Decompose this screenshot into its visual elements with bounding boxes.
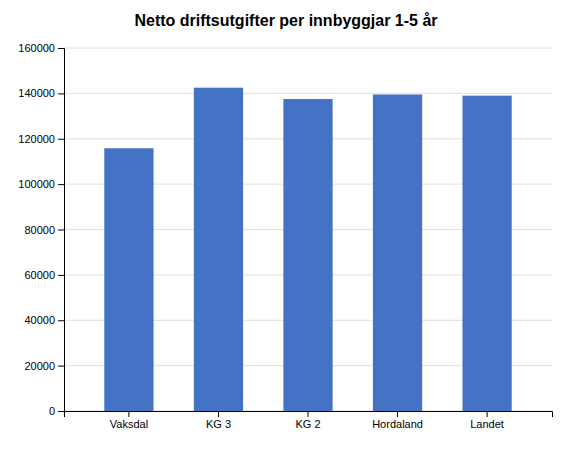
- grid-line: [64, 93, 552, 94]
- tick: 80000: [24, 224, 64, 236]
- tick: Vaksdal: [110, 411, 148, 430]
- tick-mark: [58, 48, 64, 49]
- tick-mark: [58, 275, 64, 276]
- tick-mark: [218, 411, 219, 417]
- tick: 140000: [18, 87, 64, 99]
- bar: [462, 96, 511, 411]
- tick-mark: [58, 230, 64, 231]
- tick-mark: [58, 184, 64, 185]
- tick-mark: [308, 411, 309, 417]
- tick-label: KG 2: [295, 418, 320, 430]
- tick-label: 160000: [18, 42, 55, 54]
- grid-line: [64, 48, 552, 49]
- grid: [64, 48, 552, 411]
- tick-label: 40000: [24, 314, 55, 326]
- tick: Hordaland: [372, 411, 423, 430]
- bar: [104, 148, 153, 411]
- tick-label: 0: [49, 405, 55, 417]
- tick-label: Landet: [470, 418, 504, 430]
- tick: 20000: [24, 360, 64, 372]
- tick-label: 80000: [24, 224, 55, 236]
- x-axis: Vaksdal KG 3 KG 2 Hordaland Landet: [65, 411, 553, 430]
- tick-mark: [58, 93, 64, 94]
- tick: KG 3: [206, 411, 231, 430]
- tick-label: Hordaland: [372, 418, 423, 430]
- tick-mark: [58, 366, 64, 367]
- tick-label: 100000: [18, 178, 55, 190]
- tick-mark: [397, 411, 398, 417]
- tick: Landet: [470, 411, 504, 430]
- tick-mark: [487, 411, 488, 417]
- tick: 100000: [18, 178, 64, 190]
- tick-label: Vaksdal: [110, 418, 148, 430]
- tick: 60000: [24, 269, 64, 281]
- chart: Netto driftsutgifter per innbyggjar 1-5 …: [0, 0, 572, 451]
- bar: [373, 95, 422, 411]
- tick: KG 2: [295, 411, 320, 430]
- bar: [283, 99, 332, 411]
- tick-mark: [58, 411, 64, 412]
- tick-mark: [128, 411, 129, 417]
- tick-label: 120000: [18, 133, 55, 145]
- title: Netto driftsutgifter per innbyggjar 1-5 …: [134, 12, 437, 29]
- plot: 0 20000 40000 60000 80000 100000 120000 140000 1…: [18, 42, 552, 430]
- tick-mark: [58, 320, 64, 321]
- tick: 160000: [18, 42, 64, 54]
- y-axis: 0 20000 40000 60000 80000 100000 120000 140000 1…: [18, 42, 64, 417]
- bar: [194, 88, 243, 411]
- tick-mark: [58, 139, 64, 140]
- tick-label: 140000: [18, 87, 55, 99]
- tick: 120000: [18, 133, 64, 145]
- bars: [104, 88, 511, 411]
- tick-label: 20000: [24, 360, 55, 372]
- axis-line: [65, 412, 553, 418]
- tick-label: 60000: [24, 269, 55, 281]
- axis-line: [58, 49, 65, 412]
- tick: 0: [49, 405, 64, 417]
- tick-label: KG 3: [206, 418, 231, 430]
- tick: 40000: [24, 314, 64, 326]
